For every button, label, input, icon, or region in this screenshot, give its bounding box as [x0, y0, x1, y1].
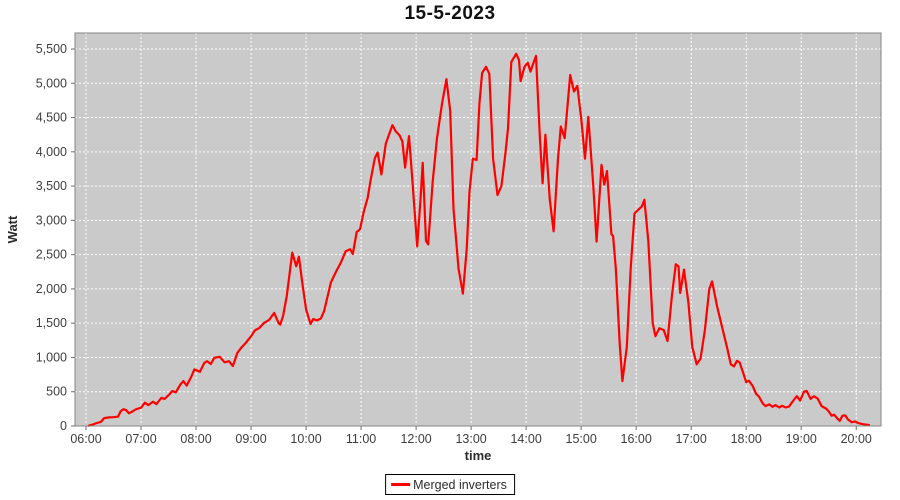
- x-tick-label: 14:00: [510, 432, 541, 446]
- y-tick-label: 0: [60, 419, 67, 433]
- x-tick-label: 07:00: [125, 432, 156, 446]
- x-tick-label: 20:00: [841, 432, 872, 446]
- legend-line-swatch: [391, 483, 411, 486]
- x-tick-label: 10:00: [290, 432, 321, 446]
- x-tick-label: 12:00: [400, 432, 431, 446]
- chart-title: 15-5-2023: [404, 3, 496, 24]
- legend: Merged inverters: [385, 474, 515, 495]
- y-tick-label: 1,000: [36, 350, 67, 364]
- x-tick-label: 13:00: [455, 432, 486, 446]
- x-tick-label: 06:00: [70, 432, 101, 446]
- y-tick-label: 5,000: [36, 76, 67, 90]
- y-axis-label: Watt: [5, 215, 20, 243]
- plot-border: [74, 32, 882, 427]
- y-tick-label: 2,000: [36, 282, 67, 296]
- y-tick-label: 2,500: [36, 248, 67, 262]
- y-tick-label: 500: [46, 385, 67, 399]
- chart-canvas: 0 500 1,000 1,500 2,000 2,500 3,000 3,500 4,000 4…: [5, 32, 882, 463]
- y-tick-label: 5,500: [36, 42, 67, 56]
- x-tick-label: 19:00: [786, 432, 817, 446]
- y-tick-label: 4,500: [36, 111, 67, 125]
- x-tick-label: 18:00: [731, 432, 762, 446]
- x-tick-label: 11:00: [346, 432, 376, 446]
- x-tick-label: 08:00: [180, 432, 211, 446]
- y-tick-label: 3,000: [36, 213, 67, 227]
- x-tick-label: 16:00: [621, 432, 652, 446]
- x-tick-label: 17:00: [676, 432, 707, 446]
- series-line: [87, 52, 871, 427]
- x-tick-label: 09:00: [235, 432, 266, 446]
- x-tick-label: 15:00: [566, 432, 597, 446]
- y-tick-label: 3,500: [36, 179, 67, 193]
- y-tick-label: 1,500: [36, 316, 67, 330]
- y-tick-label: 4,000: [36, 145, 67, 159]
- x-axis-label: time: [465, 448, 492, 463]
- legend-label: Merged inverters: [413, 477, 507, 492]
